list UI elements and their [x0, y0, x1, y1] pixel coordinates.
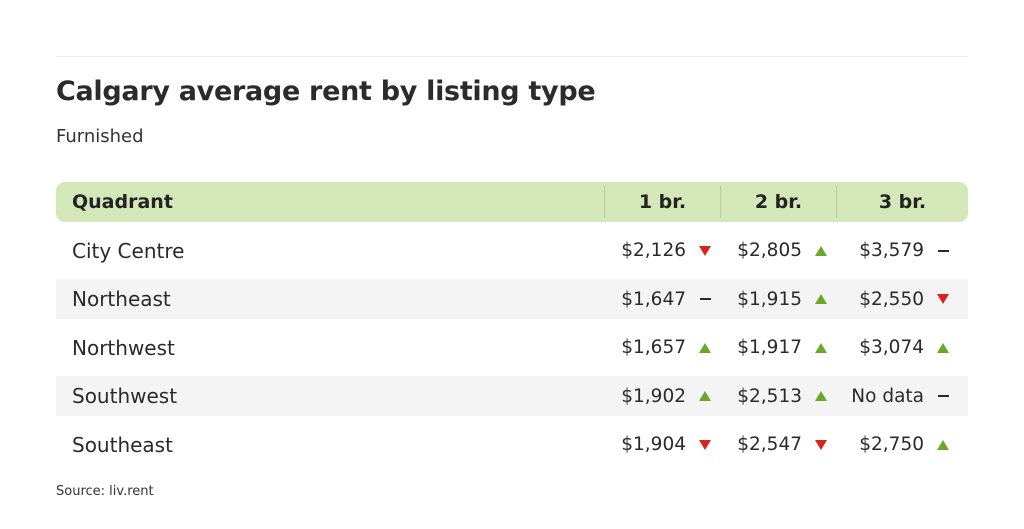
trend-mark: [699, 391, 711, 401]
rent-value: $2,750: [859, 434, 924, 455]
rent-value: No data: [851, 385, 924, 407]
table-cell: $1,917: [720, 337, 836, 358]
rent-value: $1,902: [621, 385, 686, 407]
trend-up-icon: [814, 389, 828, 403]
table-cell: $2,750: [836, 434, 968, 455]
table-cell: $1,647: [604, 289, 720, 310]
table-cell: $1,915: [720, 289, 836, 310]
table-cell: No data: [836, 386, 968, 407]
rent-value: $3,074: [859, 337, 924, 358]
column-header-quadrant: Quadrant: [72, 191, 173, 213]
rent-value: $2,550: [859, 288, 924, 310]
trend-mark: [815, 439, 827, 450]
row-label: Northeast: [72, 287, 171, 311]
trend-mark: [699, 439, 711, 450]
trend-up-icon: [814, 244, 828, 258]
rent-value: $2,547: [737, 434, 802, 455]
column-header-3br: 3 br.: [836, 186, 968, 218]
source-note: Source: liv.rent: [56, 484, 154, 499]
rent-value: $1,657: [621, 337, 686, 358]
top-divider: [56, 56, 968, 57]
table-cell: $2,513: [720, 386, 836, 407]
table-cell: $2,547: [720, 434, 836, 455]
table-row: City Centre $2,126 $2,805 $3,579: [56, 231, 968, 271]
table-cell: $2,550: [836, 289, 968, 310]
trend-mark: [937, 342, 949, 353]
table-row: Northwest $1,657 $1,917 $3,074: [56, 328, 968, 368]
trend-up-icon: [814, 292, 828, 306]
table-header: Quadrant 1 br. 2 br. 3 br.: [56, 182, 968, 222]
table-cell: $1,904: [604, 434, 720, 455]
trend-flat-icon: [936, 389, 950, 403]
column-header-2br: 2 br.: [720, 186, 836, 218]
rent-value: $1,917: [737, 337, 802, 358]
rent-value: $1,915: [737, 288, 802, 310]
trend-flat-icon: [698, 292, 712, 306]
table-cell: $2,126: [604, 240, 720, 261]
table-cell: $2,805: [720, 240, 836, 261]
trend-mark: [937, 395, 949, 397]
rent-table: Quadrant 1 br. 2 br. 3 br. City Centre $2…: [56, 182, 968, 465]
trend-mark: [699, 245, 711, 256]
rent-value: $2,805: [737, 240, 802, 261]
row-label: City Centre: [72, 238, 185, 263]
trend-down-icon: [698, 438, 712, 452]
table-body: City Centre $2,126 $2,805 $3,579 Northeast $1…: [56, 231, 968, 465]
row-label: Southwest: [72, 384, 178, 408]
trend-mark: [937, 439, 949, 450]
trend-mark: [937, 249, 949, 252]
rent-value: $1,904: [621, 434, 686, 455]
trend-mark: [699, 298, 711, 300]
trend-mark: [815, 342, 827, 353]
trend-mark: [937, 294, 949, 304]
rent-value: $3,579: [859, 240, 924, 261]
rent-value: $2,126: [621, 240, 686, 261]
trend-up-icon: [936, 438, 950, 452]
trend-mark: [815, 245, 827, 256]
row-label: Northwest: [72, 335, 175, 360]
table-row: Southeast $1,904 $2,547 $2,750: [56, 425, 968, 465]
trend-up-icon: [698, 341, 712, 355]
table-cell: $3,074: [836, 337, 968, 358]
table-cell: $3,579: [836, 240, 968, 261]
trend-mark: [815, 391, 827, 401]
trend-flat-icon: [936, 244, 950, 258]
row-label: Southeast: [72, 432, 173, 457]
trend-down-icon: [698, 244, 712, 258]
chart-title: Calgary average rent by listing type: [56, 76, 596, 107]
rent-value: $1,647: [621, 288, 686, 310]
trend-mark: [699, 342, 711, 353]
trend-mark: [815, 294, 827, 304]
chart-subtitle: Furnished: [56, 126, 144, 147]
table-row: Northeast $1,647 $1,915 $2,550: [56, 279, 968, 319]
trend-up-icon: [698, 389, 712, 403]
table-row: Southwest $1,902 $2,513 No data: [56, 376, 968, 416]
rent-value: $2,513: [737, 385, 802, 407]
trend-down-icon: [814, 438, 828, 452]
column-header-1br: 1 br.: [604, 186, 720, 218]
table-cell: $1,657: [604, 337, 720, 358]
trend-up-icon: [936, 341, 950, 355]
trend-down-icon: [936, 292, 950, 306]
table-cell: $1,902: [604, 386, 720, 407]
trend-up-icon: [814, 341, 828, 355]
